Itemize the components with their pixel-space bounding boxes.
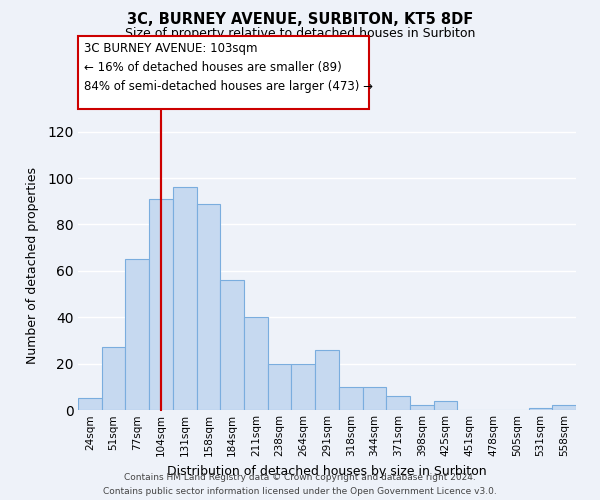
Y-axis label: Number of detached properties: Number of detached properties [26, 166, 39, 364]
Text: 3C, BURNEY AVENUE, SURBITON, KT5 8DF: 3C, BURNEY AVENUE, SURBITON, KT5 8DF [127, 12, 473, 28]
Bar [125, 259, 149, 410]
Text: ← 16% of detached houses are smaller (89): ← 16% of detached houses are smaller (89… [84, 61, 342, 74]
Bar [78, 398, 102, 410]
Text: 3C BURNEY AVENUE: 103sqm: 3C BURNEY AVENUE: 103sqm [84, 42, 257, 55]
Bar [102, 348, 125, 410]
Bar [386, 396, 410, 410]
Bar [244, 317, 268, 410]
Bar [292, 364, 315, 410]
X-axis label: Distribution of detached houses by size in Surbiton: Distribution of detached houses by size … [167, 464, 487, 477]
Bar [552, 406, 576, 410]
Text: Contains HM Land Registry data © Crown copyright and database right 2024.: Contains HM Land Registry data © Crown c… [124, 472, 476, 482]
Text: Contains public sector information licensed under the Open Government Licence v3: Contains public sector information licen… [103, 488, 497, 496]
Bar [197, 204, 220, 410]
Bar [268, 364, 292, 410]
Bar [339, 387, 362, 410]
Bar [362, 387, 386, 410]
Bar [434, 400, 457, 410]
Bar [173, 188, 197, 410]
Bar [149, 199, 173, 410]
Bar [315, 350, 339, 410]
Bar [529, 408, 552, 410]
Bar [220, 280, 244, 410]
Text: Size of property relative to detached houses in Surbiton: Size of property relative to detached ho… [125, 28, 475, 40]
Text: 84% of semi-detached houses are larger (473) →: 84% of semi-detached houses are larger (… [84, 80, 373, 93]
Bar [410, 406, 434, 410]
